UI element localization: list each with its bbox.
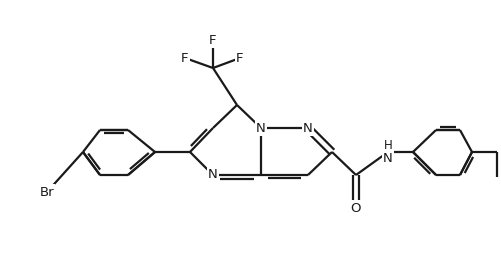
- Text: N: N: [382, 152, 392, 165]
- Text: F: F: [181, 52, 188, 64]
- Text: F: F: [236, 52, 243, 64]
- Text: Br: Br: [40, 185, 54, 198]
- Text: H
N: H N: [383, 138, 392, 166]
- Text: F: F: [209, 33, 216, 47]
- Text: N: N: [303, 121, 312, 134]
- Text: N: N: [256, 121, 266, 134]
- Text: O: O: [350, 202, 361, 214]
- Text: N: N: [208, 169, 217, 182]
- Text: H: H: [383, 139, 392, 152]
